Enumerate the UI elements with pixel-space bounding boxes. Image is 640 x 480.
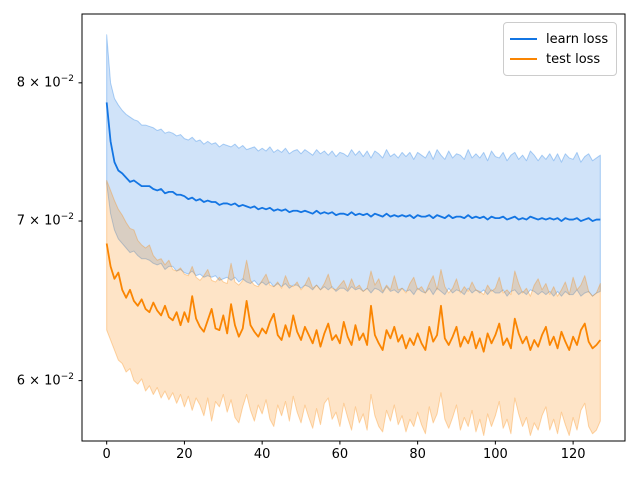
axes-spines <box>81 13 626 442</box>
line-test-loss <box>105 243 602 353</box>
x-tick-label: 0 <box>102 447 111 462</box>
y-tick-label: 8 × 10−2 <box>16 73 74 91</box>
y-tick-label: 6 × 10−2 <box>16 371 74 388</box>
x-tick-label: 60 <box>331 447 349 462</box>
band-test-loss <box>106 179 601 437</box>
legend-line-swatch-test <box>510 57 537 61</box>
x-tick-label: 120 <box>560 447 586 462</box>
line-learn-loss <box>105 102 601 222</box>
legend-line-swatch-learn <box>510 37 537 41</box>
x-tick-label: 20 <box>176 447 193 462</box>
legend-item-learn-loss: learn loss <box>510 29 609 49</box>
legend-item-test-loss: test loss <box>510 49 607 69</box>
y-tick-label: 7 × 10−2 <box>16 212 74 229</box>
x-tick-label: 40 <box>253 447 271 462</box>
x-tick-label: 80 <box>409 447 426 462</box>
legend-label-learn: learn loss <box>546 31 609 47</box>
legend-label-test: test loss <box>546 51 601 67</box>
band-learn-loss <box>106 34 601 297</box>
legend: learn loss test loss <box>503 22 617 76</box>
x-tick-label: 100 <box>482 447 508 462</box>
